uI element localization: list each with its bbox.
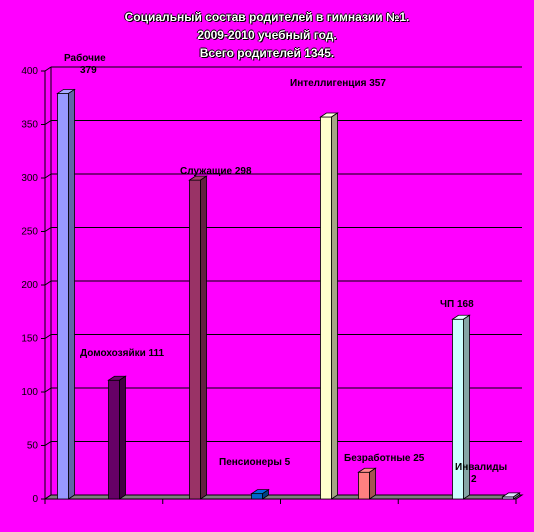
bar (358, 471, 370, 500)
gridline-diagonal (44, 66, 52, 72)
gridline-diagonal (44, 387, 52, 393)
y-tick-label: 350 (21, 120, 38, 131)
gridline-diagonal (44, 334, 52, 339)
gridline-diagonal (44, 120, 52, 125)
y-tick-label: 150 (21, 334, 38, 345)
bar (189, 179, 201, 500)
chart-title-line-3: Всего родителей 1345. (199, 46, 335, 60)
y-tick-label: 100 (21, 387, 38, 398)
y-tick-label: 400 (21, 66, 38, 77)
gridline-diagonal (44, 227, 52, 232)
bar (251, 493, 263, 500)
y-tick-label: 0 (32, 494, 38, 505)
bar (108, 379, 120, 500)
data-label: 379 (80, 65, 97, 76)
y-tick-label: 200 (21, 280, 38, 291)
y-tick-label: 250 (21, 227, 38, 238)
data-label: Безработные 25 (344, 452, 425, 464)
data-label: Рабочие (64, 52, 106, 64)
data-label: ЧП 168 (440, 299, 474, 310)
y-tick-label: 50 (27, 441, 39, 452)
chart-title-line-1: Социальный состав родителей в гимназии №… (124, 10, 410, 24)
data-label: 2 (471, 474, 477, 485)
chart-title-line-2: 2009-2010 учебный год. (197, 28, 337, 42)
data-label: Инвалиды (455, 462, 507, 473)
gridline-diagonal (44, 173, 52, 179)
gridline-diagonal (44, 441, 52, 446)
data-label: Интеллигенция 357 (290, 78, 386, 89)
bar-side (369, 467, 376, 500)
bar-side (68, 88, 75, 500)
data-label: Домохозяйки 111 (80, 348, 165, 359)
bar-side (119, 375, 126, 500)
data-label: Пенсионеры 5 (219, 457, 291, 468)
bar-side (463, 314, 470, 500)
gridline-diagonal (44, 280, 52, 286)
bar (57, 93, 69, 500)
bar-side (331, 112, 338, 500)
bar-side (262, 488, 269, 500)
bar (320, 116, 332, 500)
y-tick-label: 300 (21, 173, 38, 184)
bar-side (200, 175, 207, 500)
data-label: Служащие 298 (180, 166, 252, 177)
bar-side (513, 492, 520, 500)
